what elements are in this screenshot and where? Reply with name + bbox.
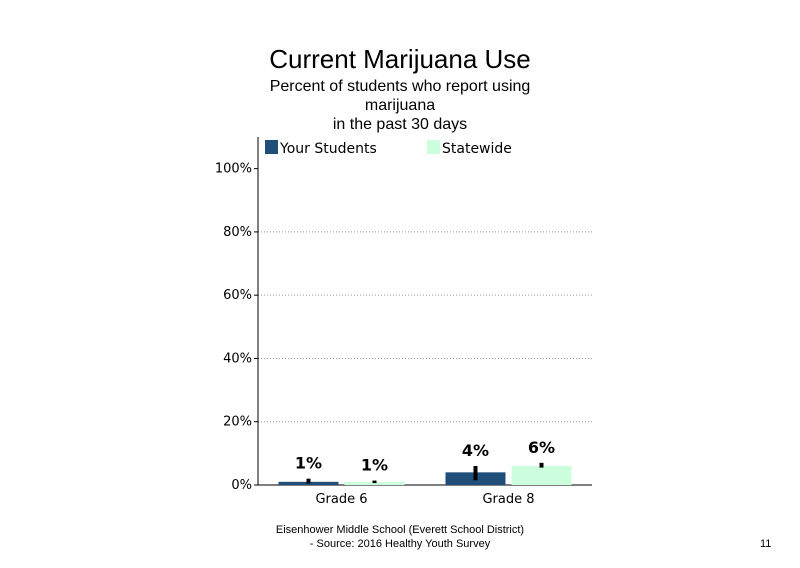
source-line-2: - Source: 2016 Healthy Youth Survey — [309, 538, 491, 550]
legend-swatch — [265, 140, 278, 154]
y-tick-label: 20% — [223, 415, 252, 430]
source-line-1: Eisenhower Middle School (Everett School… — [275, 524, 525, 536]
data-label: 4% — [462, 441, 489, 460]
data-label: 1% — [295, 454, 322, 473]
chart-title: Current Marijuana Use — [269, 44, 531, 74]
bar — [344, 481, 405, 485]
bar — [511, 466, 572, 485]
legend-label: Your Students — [279, 141, 377, 157]
x-category-label: Grade 8 — [482, 492, 534, 507]
chart-subtitle-line-1: Percent of students who report using — [269, 78, 531, 95]
data-label: 1% — [361, 456, 388, 475]
chart-subtitle-line-3: in the past 30 days — [332, 116, 468, 133]
y-tick-label: 100% — [215, 162, 252, 177]
y-tick-label: 0% — [231, 478, 252, 493]
chart-subtitle-line-2: marijuana — [364, 97, 436, 114]
legend-swatch — [427, 140, 440, 154]
legend-label: Statewide — [442, 141, 512, 157]
y-tick-label: 40% — [223, 351, 252, 366]
page-number: 11 — [760, 538, 772, 550]
x-category-label: Grade 6 — [315, 492, 367, 507]
y-tick-label: 60% — [223, 288, 252, 303]
y-tick-label: 80% — [223, 225, 252, 240]
data-label: 6% — [528, 438, 555, 457]
